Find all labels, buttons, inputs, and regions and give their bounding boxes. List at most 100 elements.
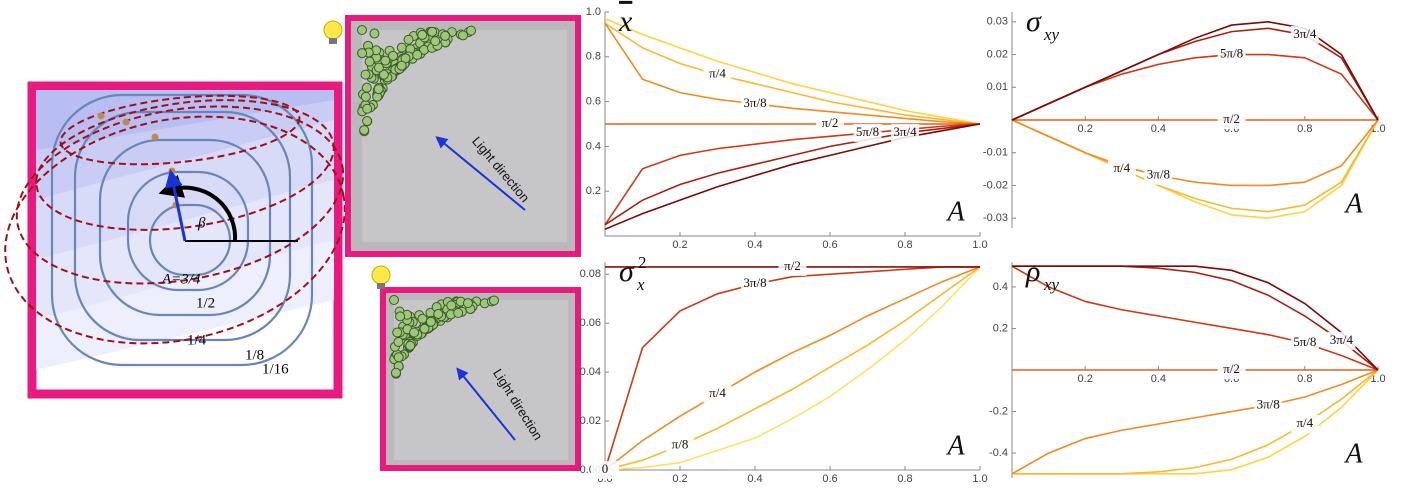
bulb — [324, 21, 342, 39]
charts: 0.2 0.4 0.6 0.8 1.0 0.2 0.4 0.6 0.8 1.0 π/4 3π/8 π/2… — [580, 5, 1386, 485]
y-tick-label: -0.02 — [983, 179, 1008, 191]
contour-label: A=3/4 — [161, 271, 201, 287]
bulb — [372, 266, 390, 284]
y-tick-label: -0.03 — [983, 212, 1008, 224]
x-tick-label: 1.0 — [972, 473, 987, 485]
x-tick-label: 0.4 — [1151, 373, 1166, 385]
particle — [447, 301, 456, 310]
particle — [426, 317, 435, 326]
x-axis-label: A — [1343, 188, 1363, 219]
x-axis-label: A — [1343, 438, 1363, 469]
x-axis-label: A — [945, 196, 965, 227]
x-tick-label: 0.8 — [1297, 373, 1312, 385]
particle — [467, 26, 476, 35]
particle — [361, 70, 370, 79]
particle — [441, 31, 450, 40]
particle — [406, 341, 415, 350]
particle — [365, 57, 374, 66]
series-label: π/4 — [709, 66, 726, 81]
series-line — [605, 267, 980, 470]
particle — [431, 37, 440, 46]
x-tick-label: 0.4 — [1151, 123, 1166, 135]
series-label: 3π/4 — [1330, 332, 1354, 347]
y-tick-label: 0.06 — [580, 317, 601, 329]
particle — [358, 26, 367, 35]
particle — [391, 368, 400, 377]
series-label: 5π/8 — [1220, 46, 1243, 61]
angle-label: β — [197, 215, 206, 231]
y-tick-label: 0.8 — [586, 51, 601, 63]
series-label: 0 — [602, 461, 609, 476]
particle — [397, 43, 406, 52]
particle — [358, 49, 367, 58]
contour-label: 1/4 — [187, 332, 207, 348]
series-line — [605, 267, 980, 470]
particle — [394, 337, 403, 346]
particle — [397, 61, 406, 70]
particle — [454, 308, 463, 317]
chart: -0.03-0.02-0.010.010.020.030.20.40.60.81… — [983, 5, 1386, 228]
y-tick-label: 0.6 — [586, 96, 601, 108]
photo: Light direction — [372, 266, 578, 468]
x-tick-label: 0.8 — [1297, 123, 1312, 135]
particle — [434, 309, 443, 318]
y-tick-label: 0.03 — [987, 16, 1008, 28]
bulb-base — [329, 38, 337, 44]
particle — [361, 92, 370, 101]
series-label: π/2 — [1223, 361, 1240, 376]
particle — [396, 312, 405, 321]
particle — [390, 296, 399, 305]
x-tick-label: 1.0 — [972, 239, 987, 251]
particle — [360, 126, 369, 135]
series-label: 3π/8 — [743, 275, 766, 290]
series-label: π/4 — [709, 385, 726, 400]
particle — [490, 296, 499, 305]
series-label: π/8 — [672, 437, 689, 452]
contour-label: 1/16 — [262, 361, 289, 377]
series-label: π/2 — [1223, 111, 1240, 126]
x-tick-label: 0.4 — [747, 473, 762, 485]
y-tick-label: 0.4 — [993, 281, 1008, 293]
x-tick-label: 0.6 — [822, 473, 837, 485]
particle — [381, 56, 390, 65]
x-tick-label: 0.8 — [897, 239, 912, 251]
photo: Light direction — [324, 18, 578, 254]
series-label: π/2 — [822, 115, 839, 130]
particle — [374, 85, 383, 94]
series-line — [1012, 120, 1378, 185]
series-line — [1012, 22, 1378, 120]
figure: β A=3/4 1/2 1/4 1/8 1/16 Light direction… — [0, 0, 1403, 492]
y-tick-label: 0.08 — [580, 268, 601, 280]
series-line — [1012, 55, 1378, 120]
y-tick-label: 0.2 — [586, 185, 601, 197]
particle — [458, 31, 467, 40]
series-label: 5π/8 — [1293, 334, 1316, 349]
particle — [428, 27, 437, 36]
series-label: 3π/4 — [1293, 26, 1317, 41]
y-axis-label-sub: xy — [1043, 275, 1060, 294]
y-axis-label: σ — [1026, 5, 1042, 38]
series-label: π/2 — [784, 258, 801, 273]
y-axis-label-sub: x — [636, 275, 645, 294]
y-tick-label: 0.01 — [987, 81, 1008, 93]
series-line — [1012, 120, 1378, 218]
particle — [370, 29, 379, 38]
series-line — [1012, 370, 1378, 474]
x-tick-label: 0.2 — [1078, 123, 1093, 135]
contour-diagram: β A=3/4 1/2 1/4 1/8 1/16 — [0, 83, 366, 394]
chart: 0.000.020.040.060.080.00.20.40.60.81.00π… — [580, 253, 988, 485]
y-tick-label: 0.04 — [580, 366, 601, 378]
series-line — [605, 267, 980, 470]
particle — [413, 50, 422, 59]
y-tick-label: -0.01 — [983, 147, 1008, 159]
x-tick-label: 0.6 — [822, 239, 837, 251]
series-label: 3π/8 — [1257, 396, 1280, 411]
particle — [394, 353, 403, 362]
y-axis-label-sub: xy — [1043, 25, 1060, 44]
series-label: 5π/8 — [856, 124, 879, 139]
series-label: 3π/8 — [743, 95, 766, 110]
y-axis-label-sup: 2 — [638, 253, 647, 272]
series-line — [605, 124, 980, 225]
series-label: π/4 — [1296, 415, 1313, 430]
series-label: π/4 — [1113, 160, 1130, 175]
